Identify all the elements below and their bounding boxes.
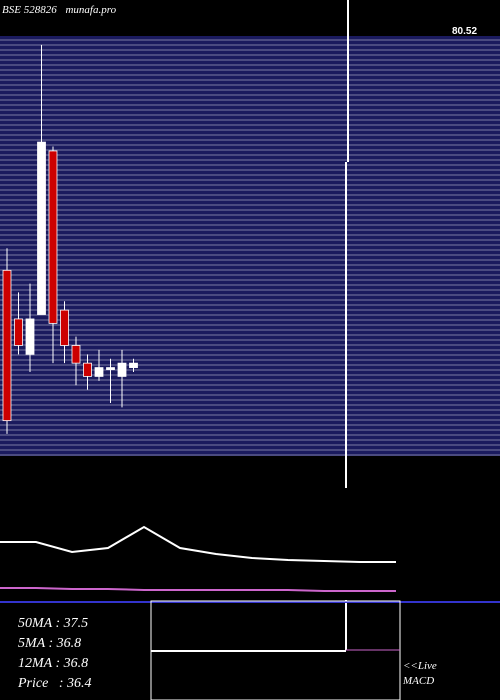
stats-block: 50MA : 37.5 5MA : 36.8 12MA : 36.8 Price… [18, 614, 91, 694]
candle-body [83, 362, 92, 377]
price-stat-label: Price : 36.4 [18, 676, 92, 691]
price-panel [0, 36, 500, 456]
price-label: 80.52 [452, 26, 477, 37]
macd-link[interactable]: <<Live MACD [403, 659, 437, 689]
symbol-label: BSE 528826 [2, 4, 57, 16]
candle-body [14, 318, 23, 346]
macd-live-label: <<Live [403, 660, 437, 672]
volume-line [0, 525, 396, 563]
chart-header: BSE 528826 munafa.pro [2, 4, 122, 16]
candle-body [94, 367, 104, 377]
candle-body [2, 269, 12, 422]
macd-name-label: MACD [403, 675, 435, 687]
candle-body [48, 150, 58, 324]
volume-ma-line [0, 587, 396, 592]
candle-body [117, 362, 127, 377]
candles [2, 44, 138, 434]
candle-body [106, 367, 115, 370]
candle-body [60, 309, 69, 346]
candle-body [37, 141, 46, 315]
ma50-label: 50MA : 37.5 [18, 616, 89, 631]
candle-body [129, 362, 138, 368]
site-label: munafa.pro [65, 4, 117, 16]
price-grid [0, 39, 500, 456]
ma5-label: 5MA : 36.8 [18, 636, 82, 651]
candle-body [71, 345, 81, 364]
ma12-label: 12MA : 36.8 [18, 656, 89, 671]
volume-panel [0, 525, 396, 592]
candle-body [25, 318, 35, 355]
